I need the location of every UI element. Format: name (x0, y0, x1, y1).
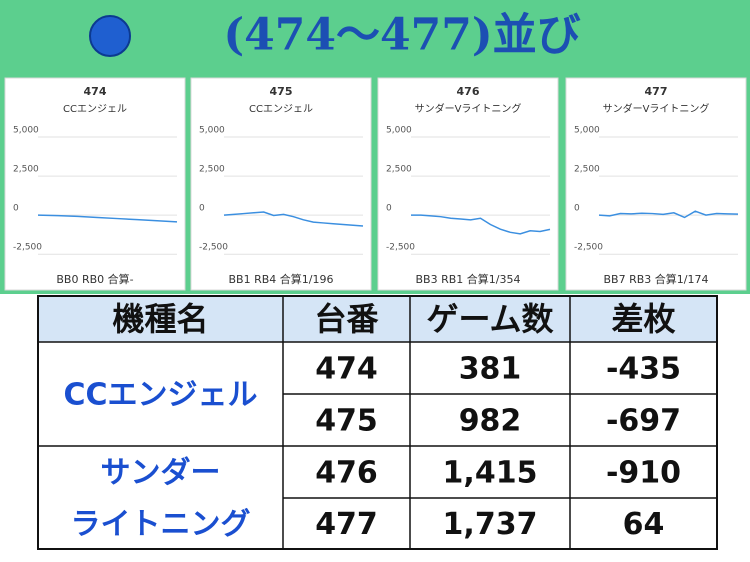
table-cell: 475 (315, 404, 378, 439)
table-cell: -697 (606, 404, 681, 439)
y-tick-label: 2,500 (199, 165, 225, 175)
chart-subtitle: CCエンジェル (249, 104, 313, 115)
y-tick-label: 5,000 (13, 126, 39, 136)
table-cell: 381 (459, 352, 522, 387)
machine-name: CCエンジェル (63, 378, 257, 413)
data-line (598, 210, 739, 219)
y-tick-label: 0 (199, 204, 205, 214)
chart-subtitle: サンダーVライトニング (415, 102, 522, 115)
table-cell: 477 (315, 507, 378, 542)
y-tick-label: 2,500 (386, 165, 412, 175)
chart-title: 476 (457, 85, 480, 98)
table-header-cell: 差枚 (611, 300, 675, 338)
table-cell: 476 (315, 456, 378, 491)
y-tick-label: 0 (574, 204, 580, 214)
table-cell: -910 (606, 456, 681, 491)
data-line (223, 211, 364, 227)
y-tick-label: -2,500 (199, 243, 228, 253)
data-line (37, 214, 178, 223)
chart-footer: BB3 RB1 合算1/354 (416, 272, 521, 286)
y-tick-label: 5,000 (386, 126, 412, 136)
chart-footer: BB7 RB3 合算1/174 (604, 272, 709, 286)
y-tick-label: 5,000 (199, 126, 225, 136)
data-line (411, 214, 551, 235)
y-tick-label: 2,500 (13, 165, 39, 175)
machine-name: ライトニング (71, 507, 251, 542)
y-tick-label: -2,500 (386, 243, 415, 253)
table-header-cell: 台番 (314, 300, 379, 338)
y-tick-label: 0 (386, 204, 392, 214)
table-cell: 1,415 (443, 456, 538, 491)
y-tick-label: -2,500 (574, 243, 603, 253)
chart-footer: BB0 RB0 合算- (56, 272, 133, 286)
blue-dot-icon (89, 15, 131, 57)
chart-subtitle: サンダーVライトニング (603, 102, 710, 115)
table-border (37, 295, 718, 550)
y-tick-label: 0 (13, 204, 19, 214)
page-title: (474～477)並び (223, 10, 580, 61)
table-cell: 1,737 (443, 507, 538, 542)
machine-name: サンダー (101, 455, 221, 490)
chart-title: 475 (270, 85, 293, 98)
table-cell: 982 (459, 404, 522, 439)
chart-footer: BB1 RB4 合算1/196 (229, 272, 334, 286)
table-header-cell: 機種名 (112, 300, 208, 338)
y-tick-label: 2,500 (574, 165, 600, 175)
table-cell: -435 (606, 352, 681, 387)
chart-title: 474 (84, 85, 107, 98)
table-header-cell: ゲーム数 (426, 300, 554, 338)
y-tick-label: -2,500 (13, 243, 42, 253)
chart-title: 477 (645, 85, 668, 98)
table-cell: 474 (315, 352, 378, 387)
table-cell: 64 (623, 507, 665, 542)
chart-subtitle: CCエンジェル (63, 104, 127, 115)
y-tick-label: 5,000 (574, 126, 600, 136)
table-header-bg (38, 296, 717, 342)
